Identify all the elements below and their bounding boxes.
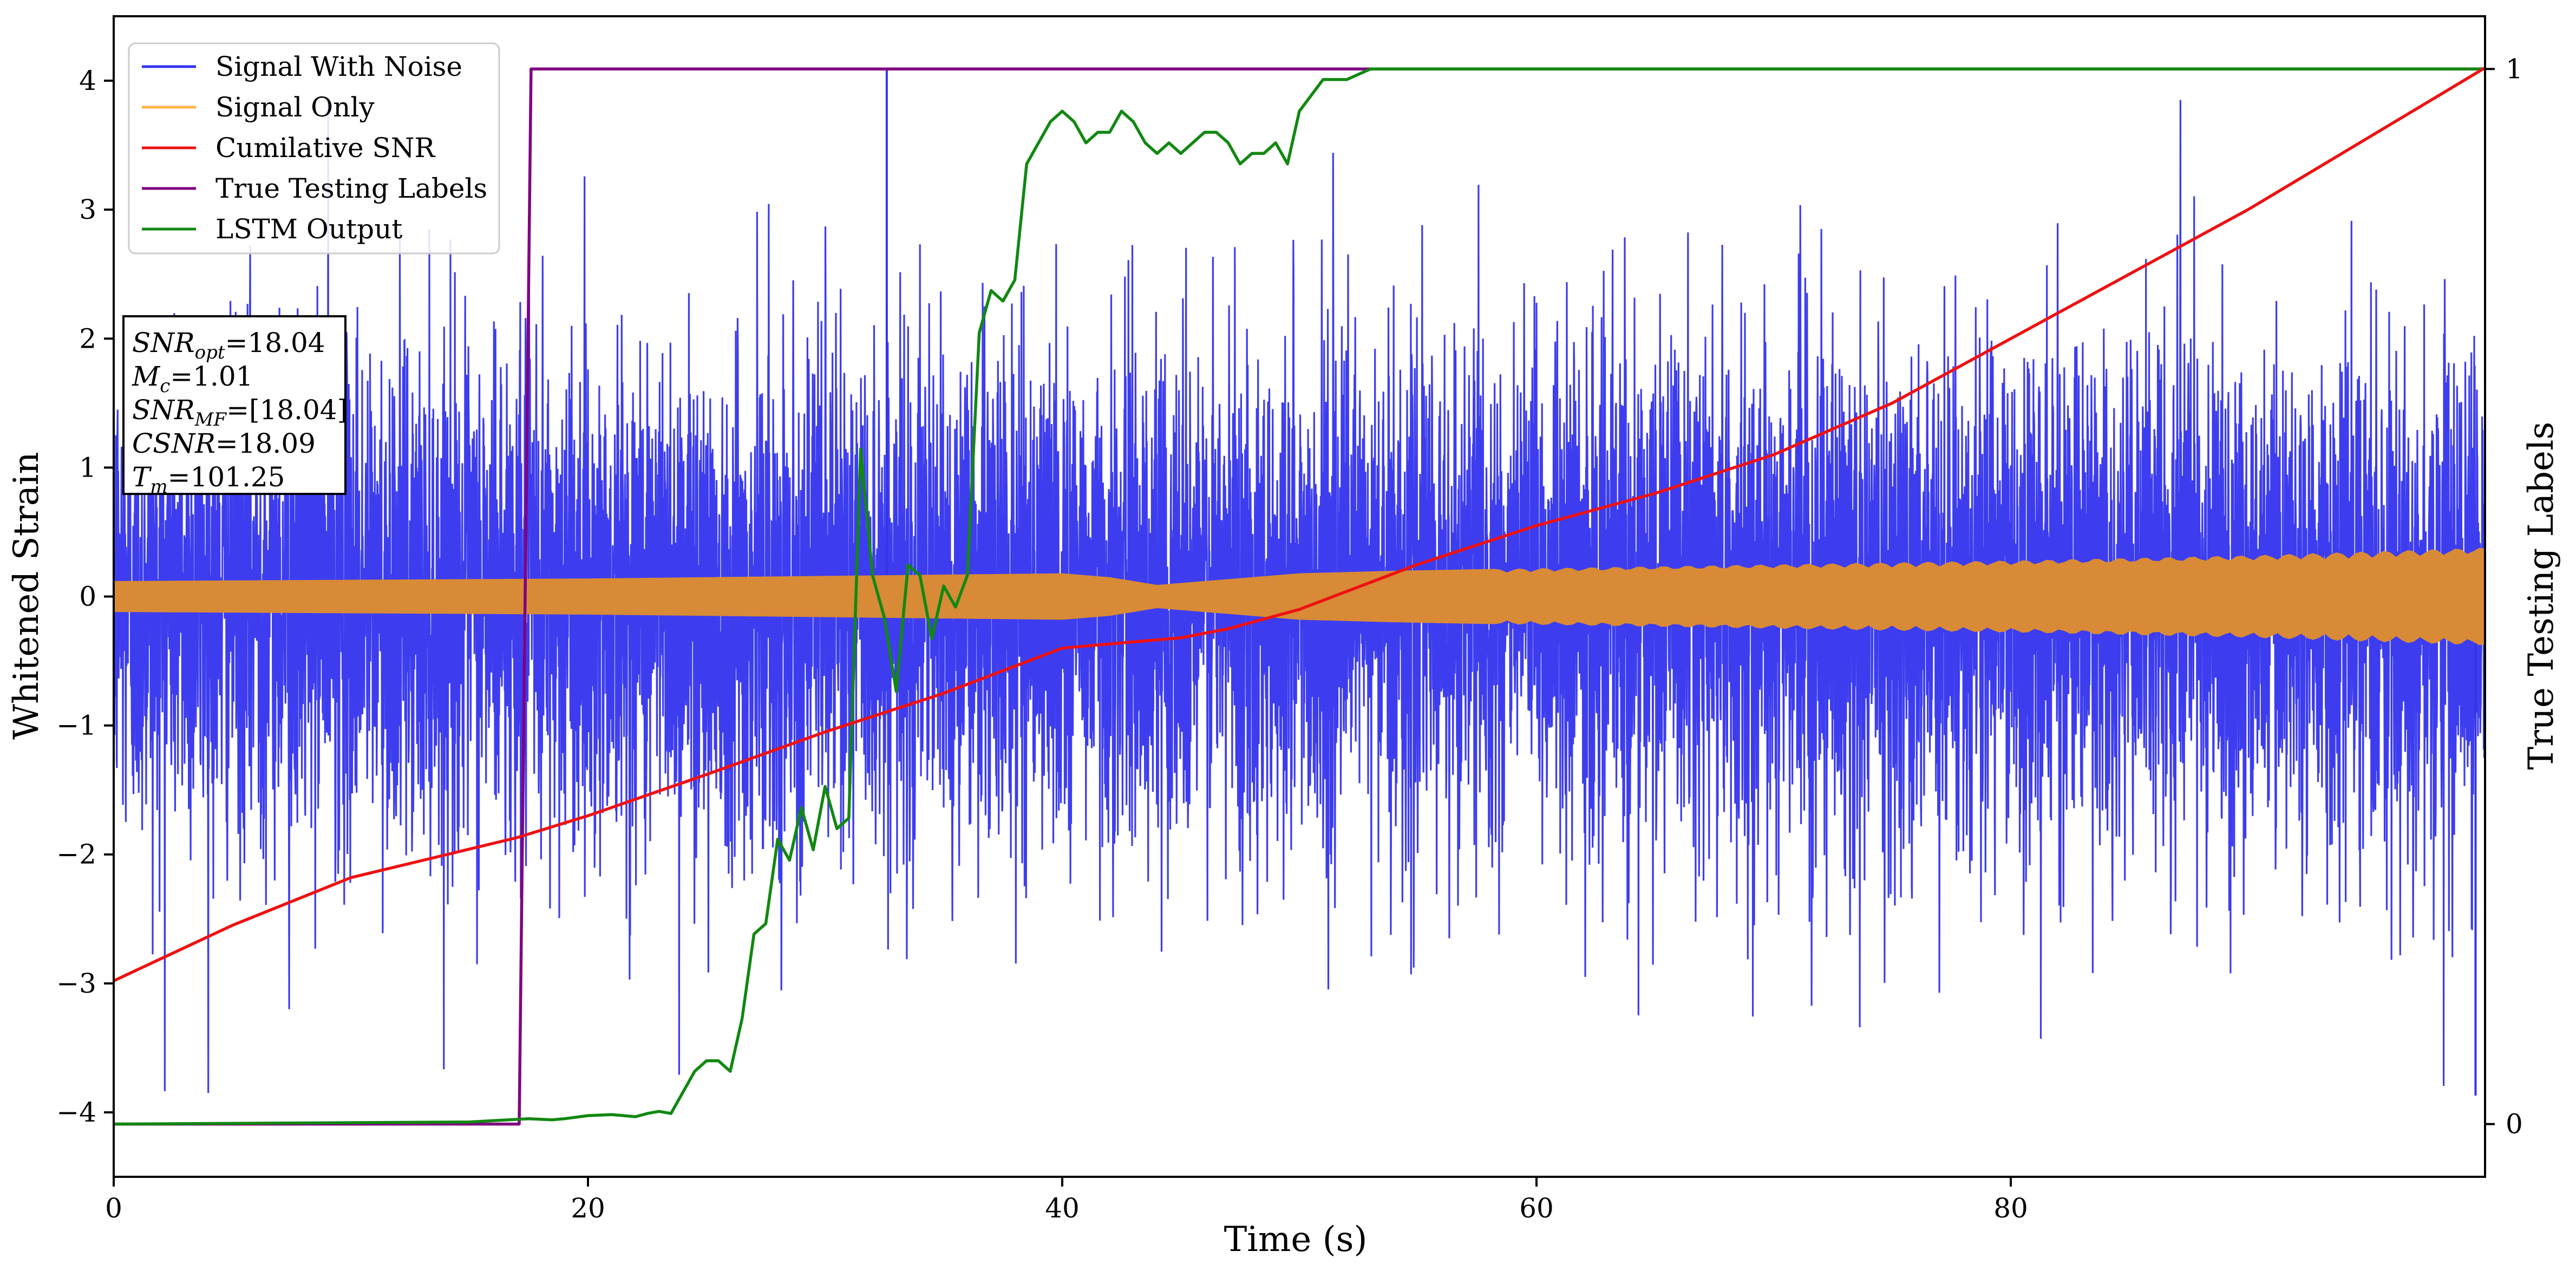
lstm-output-line (113, 67, 2485, 1126)
x-axis-label: Time (s) (1224, 1220, 1368, 1260)
annotation-line-snr-mf: SNRMF=[18.04] (132, 394, 348, 431)
legend-label: LSTM Output (215, 213, 402, 245)
y-tick-label: 0 (79, 581, 96, 613)
signal-only-layer (114, 548, 2485, 646)
signal-only-band (114, 548, 2485, 646)
legend-item: True Testing Labels (142, 173, 487, 204)
x-tick-label: 60 (1519, 1193, 1554, 1224)
legend-label: Signal Only (215, 92, 375, 123)
y-tick-label: 1 (79, 452, 96, 483)
y-tick-label: −1 (56, 710, 96, 741)
legend-label: True Testing Labels (215, 173, 487, 204)
y-tick-label: 3 (79, 194, 96, 225)
legend-label: Cumilative SNR (215, 132, 435, 164)
y-tick-label: −4 (56, 1097, 96, 1128)
y-right-tick-label: 0 (2506, 1109, 2523, 1140)
cumilative-snr-line (113, 66, 2486, 982)
chart-lines-layer (113, 66, 2486, 1126)
legend-box (128, 42, 500, 255)
x-tick-label: 40 (1045, 1193, 1080, 1224)
legend-label: Signal With Noise (215, 51, 462, 82)
y-axis-right-label: True Testing Labels (2521, 422, 2561, 770)
y-tick-label: 4 (79, 65, 96, 96)
y-tick-label: 2 (79, 323, 96, 354)
legend-item: Signal With Noise (142, 51, 462, 82)
legend-item: Signal Only (142, 92, 375, 123)
legend: Signal With Noise Signal Only Cumilative… (128, 42, 500, 255)
y-tick-label: −3 (56, 968, 96, 999)
annotation-line-mc: Mc=1.01 (132, 361, 253, 397)
annotation-line-tm: Tm=101.25 (132, 461, 285, 498)
y-axis-label: Whitened Strain (6, 452, 47, 739)
y-tick-label: −2 (56, 839, 96, 870)
annotation-line-snr-opt: SNRopt=18.04 (132, 327, 325, 363)
annotation-box (122, 315, 346, 495)
x-tick-label: 20 (571, 1193, 605, 1224)
x-tick-label: 0 (105, 1193, 122, 1224)
legend-item: LSTM Output (142, 213, 402, 245)
y-right-tick-label: 1 (2506, 53, 2523, 84)
annotation-line-csnr: CSNR=18.09 (132, 428, 316, 459)
x-tick-label: 80 (1993, 1193, 2028, 1224)
legend-item: Cumilative SNR (142, 132, 435, 164)
stats-annotation-box: SNRopt=18.04 Mc=1.01 SNRMF=[18.04] CSNR=… (122, 315, 348, 498)
